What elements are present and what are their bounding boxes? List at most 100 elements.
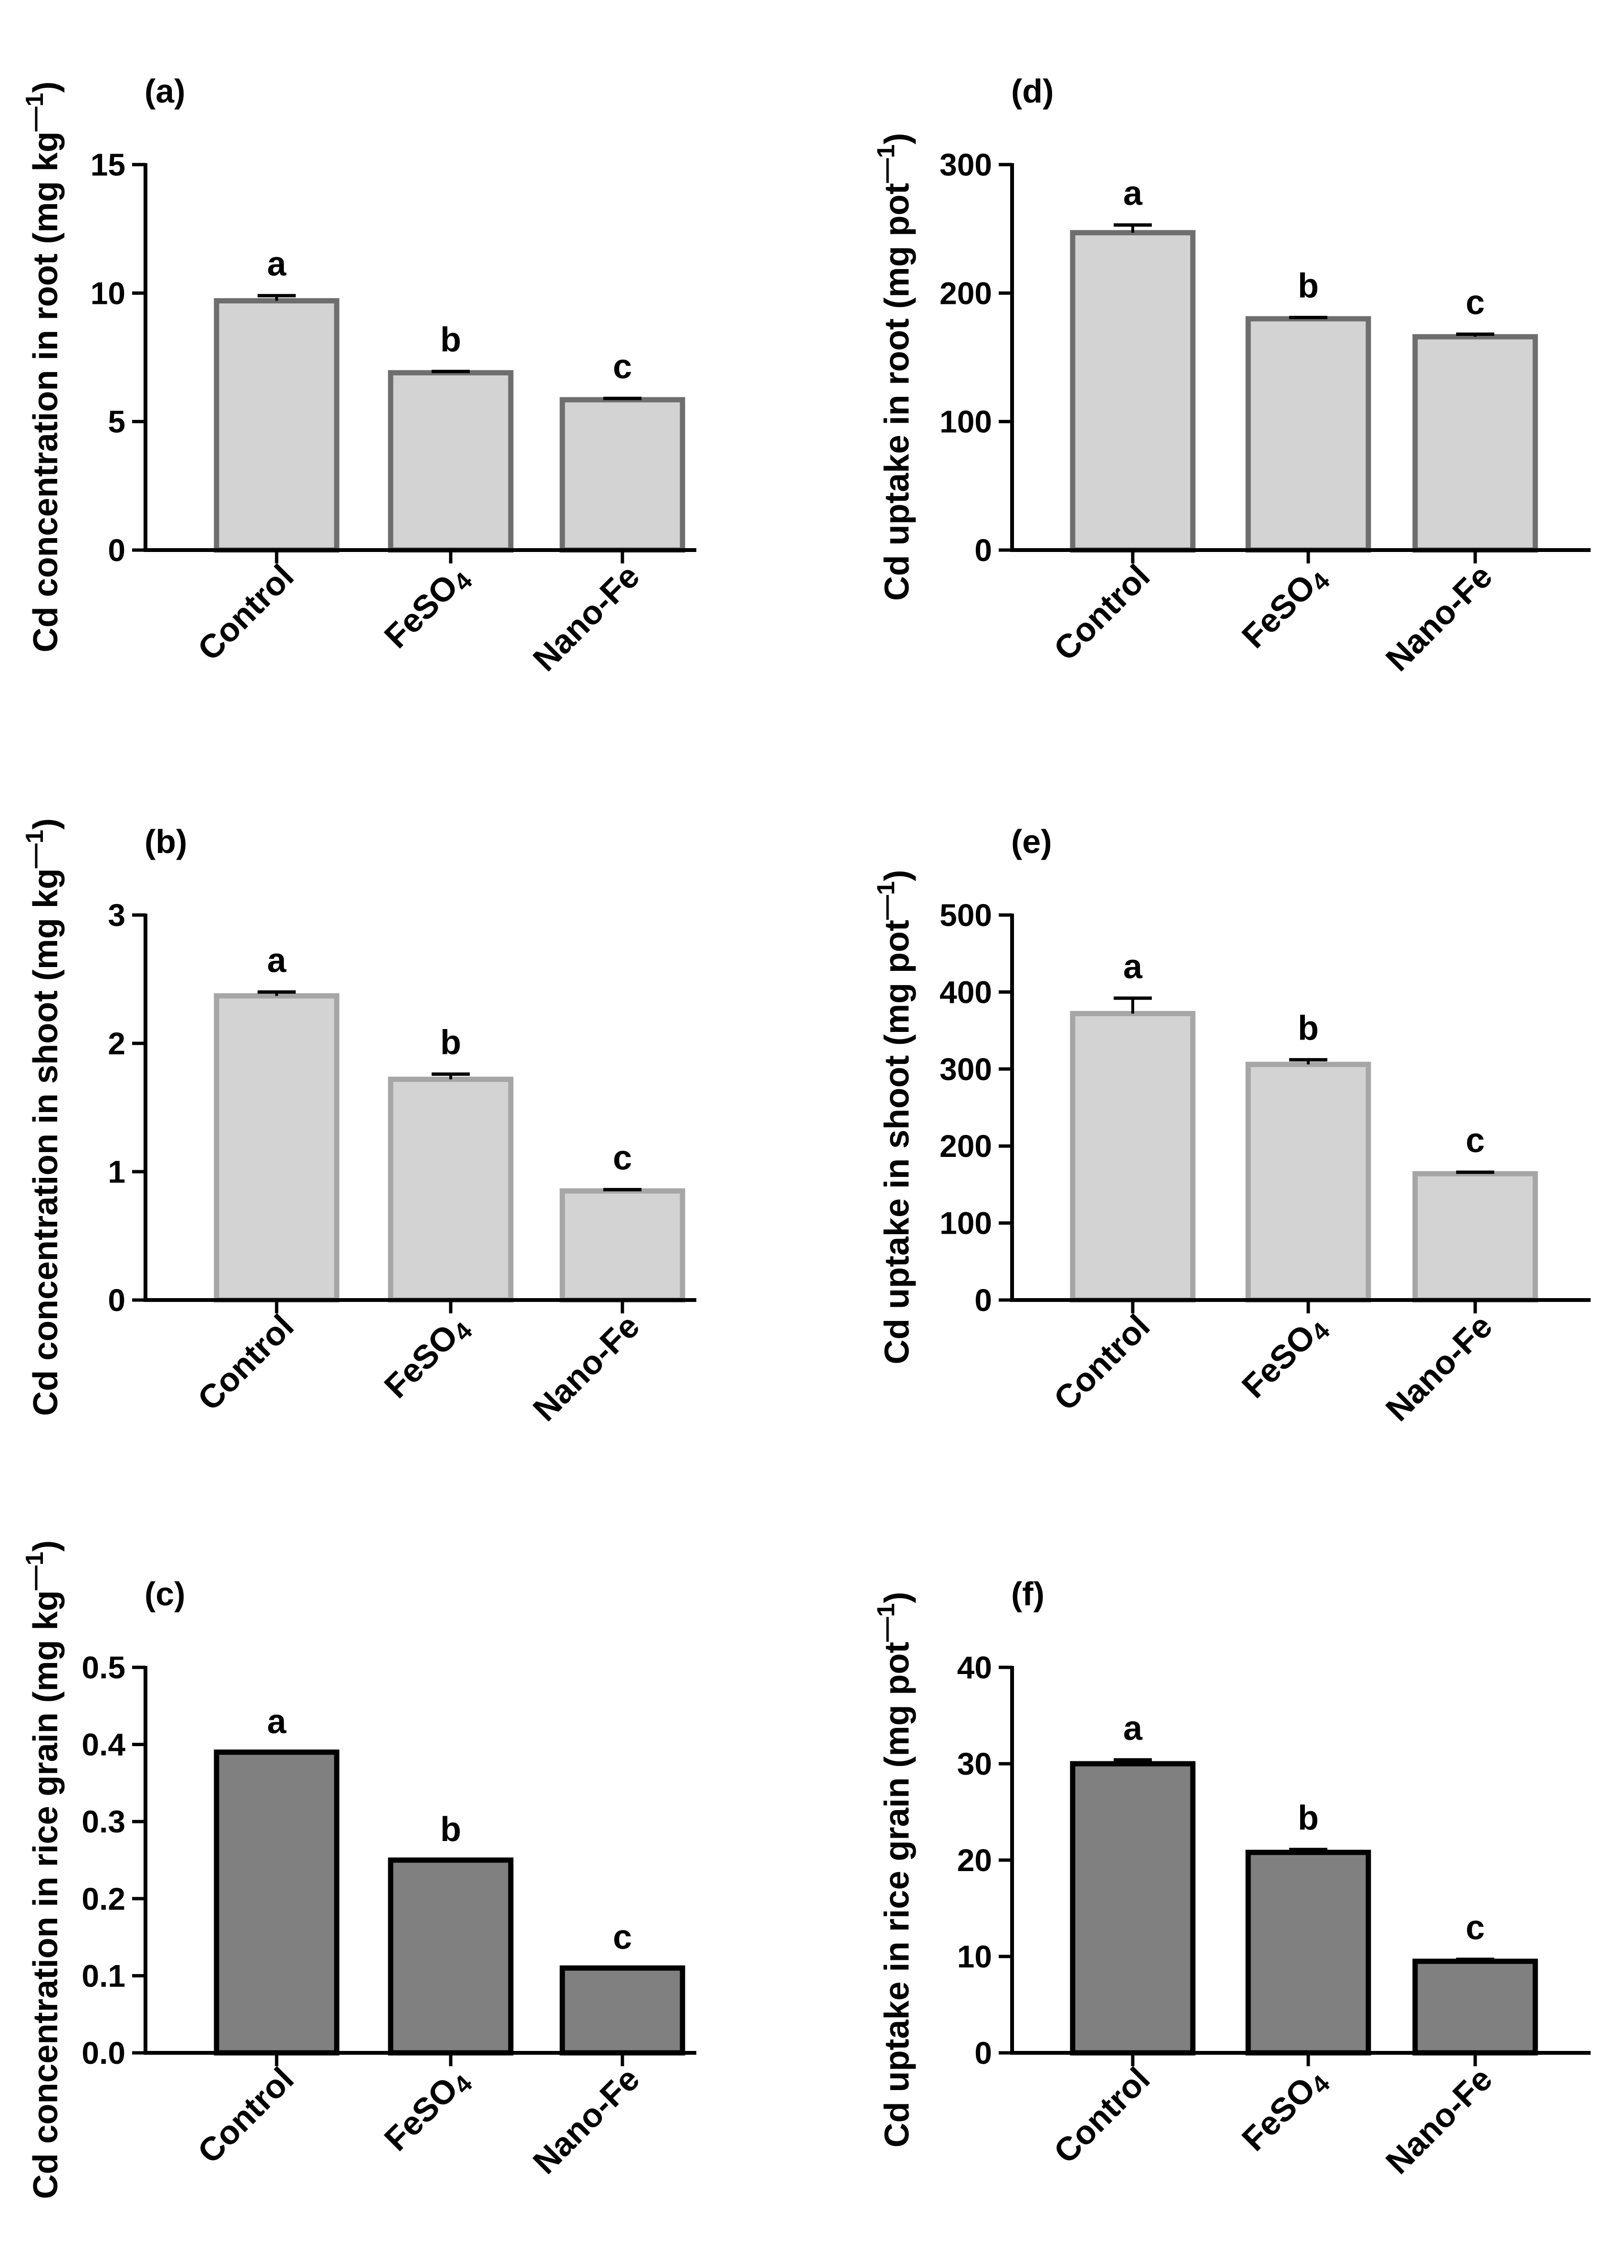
bar-feso4 bbox=[1245, 1850, 1371, 2056]
y-tick-label: 0.1 bbox=[82, 1958, 125, 1993]
bar-control bbox=[1070, 230, 1196, 553]
y-tick-label: 0.4 bbox=[82, 1727, 125, 1762]
bar-nano-fe bbox=[559, 397, 685, 553]
significance-letter: a bbox=[1123, 175, 1143, 213]
significance-letter: b bbox=[440, 1024, 461, 1062]
bar-feso4 bbox=[388, 370, 514, 553]
y-tick-label: 0 bbox=[108, 532, 125, 568]
y-tick-label: 0 bbox=[974, 2035, 992, 2070]
panel-label: (b) bbox=[145, 823, 187, 860]
x-category-label: Control bbox=[191, 1307, 301, 1417]
y-tick-label: 1 bbox=[108, 1154, 125, 1189]
chart-panel-1: (a) a b c 0 5 10 15 Control FeSO4 Nano-Fe Cd concen… bbox=[21, 73, 696, 678]
significance-letter: a bbox=[267, 245, 287, 283]
chart-panel-6: (f) a b c 0 10 20 30 40 Control FeSO4 Nano-Fe Cd upt… bbox=[872, 1575, 1591, 2181]
x-category-label: Control bbox=[1047, 1307, 1157, 1417]
y-tick-label: 200 bbox=[940, 275, 992, 311]
bar-control bbox=[1070, 1011, 1196, 1303]
y-tick-label: 0.2 bbox=[82, 1881, 125, 1916]
y-tick-label: 500 bbox=[940, 897, 992, 933]
panel-label: (c) bbox=[145, 1575, 186, 1613]
significance-letter: c bbox=[1466, 1909, 1485, 1947]
panel-label: (a) bbox=[145, 73, 186, 110]
x-category-label: Nano-Fe bbox=[1378, 2060, 1499, 2181]
x-category-label: Control bbox=[1047, 557, 1157, 667]
bar-feso4 bbox=[1245, 316, 1371, 553]
significance-letter: b bbox=[440, 321, 461, 359]
bar-nano-fe bbox=[1412, 1171, 1538, 1303]
y-axis-title: Cd uptake in shoot (mg pot—1) bbox=[872, 870, 916, 1364]
y-tick-label: 10 bbox=[91, 275, 125, 311]
significance-letter: a bbox=[267, 941, 287, 979]
x-category-label: Nano-Fe bbox=[526, 2060, 646, 2181]
bar-feso4 bbox=[388, 1076, 514, 1303]
bar-nano-fe bbox=[559, 1965, 685, 2056]
significance-letter: c bbox=[1466, 1122, 1485, 1160]
y-tick-label: 0 bbox=[974, 1282, 992, 1318]
y-tick-label: 20 bbox=[957, 1842, 992, 1878]
y-axis-title: Cd concentration in rice grain (mg kg—1) bbox=[21, 1540, 65, 2199]
panel-label: (f) bbox=[1011, 1575, 1045, 1613]
significance-letter: a bbox=[1123, 1709, 1143, 1748]
significance-letter: c bbox=[613, 1918, 632, 1956]
y-tick-label: 100 bbox=[940, 1206, 992, 1241]
y-tick-label: 30 bbox=[957, 1746, 992, 1781]
x-category-label: Nano-Fe bbox=[1378, 1307, 1499, 1428]
x-category-label: Nano-Fe bbox=[526, 557, 646, 678]
bar-feso4 bbox=[388, 1857, 514, 2056]
significance-letter: b bbox=[1298, 1799, 1319, 1837]
y-tick-label: 5 bbox=[108, 404, 125, 439]
y-tick-label: 3 bbox=[108, 897, 125, 933]
x-category-label: FeSO4 bbox=[1235, 2060, 1335, 2161]
y-tick-label: 100 bbox=[940, 404, 992, 439]
significance-letter: a bbox=[267, 1703, 287, 1741]
bar-nano-fe bbox=[1412, 334, 1538, 553]
x-category-label: FeSO4 bbox=[1235, 1307, 1335, 1408]
x-category-label: FeSO4 bbox=[377, 557, 478, 658]
chart-panel-4: (d) a b c 0 100 200 300 Control FeSO4 Nano-Fe Cd up… bbox=[872, 73, 1591, 678]
x-category-label: Control bbox=[191, 557, 301, 667]
y-tick-label: 15 bbox=[91, 147, 125, 182]
panel-label: (d) bbox=[1011, 73, 1054, 110]
bar-control bbox=[1070, 1761, 1196, 2056]
y-tick-label: 0.5 bbox=[82, 1650, 125, 1685]
chart-panel-5: (e) a b c 0 100 200 300 400 500 Control FeSO4 Nano-F… bbox=[872, 823, 1591, 1428]
significance-letter: c bbox=[1466, 284, 1485, 322]
chart-panel-2: (b) a b c 0 1 2 3 Control FeSO4 Nano-Fe Cd concentr… bbox=[21, 818, 696, 1428]
y-tick-label: 0 bbox=[108, 1282, 125, 1318]
y-tick-label: 400 bbox=[940, 974, 992, 1009]
significance-letter: b bbox=[440, 1810, 461, 1849]
x-category-label: FeSO4 bbox=[1235, 557, 1335, 658]
bar-control bbox=[214, 993, 340, 1303]
y-tick-label: 0.3 bbox=[82, 1804, 125, 1839]
panel-label: (e) bbox=[1011, 823, 1052, 860]
x-category-label: Control bbox=[1047, 2060, 1157, 2170]
bar-control bbox=[214, 298, 340, 553]
y-axis-title: Cd uptake in root (mg pot—1) bbox=[872, 133, 916, 601]
bar-nano-fe bbox=[1412, 1958, 1538, 2056]
significance-letter: a bbox=[1123, 947, 1143, 986]
bar-feso4 bbox=[1245, 1061, 1371, 1303]
y-axis-title: Cd concentration in shoot (mg kg—1) bbox=[21, 818, 65, 1416]
bar-nano-fe bbox=[559, 1188, 685, 1303]
x-category-label: Nano-Fe bbox=[526, 1307, 646, 1428]
x-category-label: FeSO4 bbox=[377, 2060, 478, 2161]
significance-letter: c bbox=[613, 348, 632, 386]
significance-letter: b bbox=[1298, 1009, 1319, 1047]
y-tick-label: 300 bbox=[940, 1051, 992, 1087]
y-tick-label: 0 bbox=[974, 532, 992, 568]
significance-letter: b bbox=[1298, 267, 1319, 305]
y-tick-label: 40 bbox=[957, 1650, 992, 1685]
x-category-label: FeSO4 bbox=[377, 1307, 478, 1408]
x-category-label: Nano-Fe bbox=[1378, 557, 1499, 678]
y-tick-label: 2 bbox=[108, 1026, 125, 1061]
chart-panel-3: (c) a b c 0.0 0.1 0.2 0.3 0.4 0.5 Control FeSO4 Nano… bbox=[21, 1540, 696, 2199]
y-tick-label: 0.0 bbox=[82, 2035, 125, 2070]
significance-letter: c bbox=[613, 1139, 632, 1177]
y-tick-label: 10 bbox=[957, 1939, 992, 1974]
bar-control bbox=[214, 1749, 340, 2056]
y-axis-title: Cd concentration in root (mg kg—1) bbox=[21, 82, 65, 653]
x-category-label: Control bbox=[191, 2060, 301, 2170]
y-tick-label: 200 bbox=[940, 1128, 992, 1164]
